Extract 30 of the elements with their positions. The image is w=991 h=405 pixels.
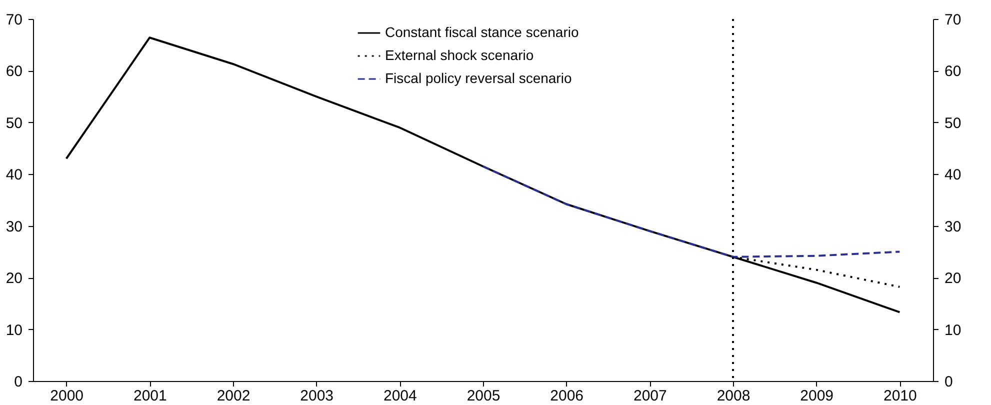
x-tick-label: 2004 [383,388,417,404]
legend-label: Fiscal policy reversal scenario [385,70,572,86]
x-tick-label: 2006 [550,388,584,404]
y2-tick-label: 60 [944,63,962,80]
y-tick-label: 30 [6,218,22,236]
x-tick-label: 2010 [883,388,917,404]
x-tick-label: 2008 [716,388,750,404]
y2-tick-label: 20 [944,270,962,288]
y2-tick-label: 50 [944,114,962,132]
y2-tick-label: 0 [944,374,953,390]
x-tick-label: 2003 [300,388,334,404]
legend-label: Constant fiscal stance scenario [385,24,579,40]
x-tick-label: 2005 [466,388,500,404]
y2-tick-label: 40 [944,166,962,184]
y-tick-label: 50 [6,114,22,132]
y-tick-label: 70 [6,12,22,28]
y2-tick-label: 10 [944,322,962,339]
y2-tick-label: 30 [944,218,962,236]
y-tick-label: 40 [6,166,22,184]
y-tick-label: 0 [14,374,22,390]
x-tick-label: 2009 [800,388,834,404]
y-tick-label: 10 [6,322,22,339]
x-tick-label: 2002 [216,388,250,404]
y-tick-label: 60 [6,63,22,80]
x-tick-label: 2001 [133,388,167,404]
legend-label: External shock scenario [385,47,534,63]
x-tick-label: 2000 [50,388,84,404]
y2-tick-label: 70 [944,12,962,28]
y-tick-label: 20 [6,270,22,288]
x-tick-label: 2007 [633,388,667,404]
